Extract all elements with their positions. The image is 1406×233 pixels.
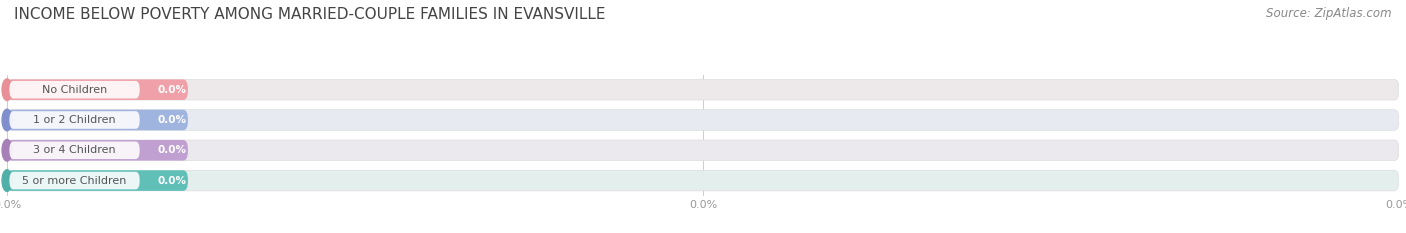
- Text: 1 or 2 Children: 1 or 2 Children: [34, 115, 115, 125]
- Circle shape: [1, 170, 13, 191]
- Text: No Children: No Children: [42, 85, 107, 95]
- FancyBboxPatch shape: [10, 111, 139, 129]
- Circle shape: [1, 109, 13, 131]
- Text: 0.0%: 0.0%: [157, 115, 187, 125]
- Text: 0.0%: 0.0%: [157, 176, 187, 185]
- Circle shape: [1, 140, 13, 161]
- FancyBboxPatch shape: [7, 140, 1399, 161]
- Text: 0.0%: 0.0%: [157, 85, 187, 95]
- Circle shape: [1, 79, 13, 100]
- FancyBboxPatch shape: [7, 79, 1399, 100]
- Text: 5 or more Children: 5 or more Children: [22, 176, 127, 185]
- FancyBboxPatch shape: [10, 81, 139, 99]
- FancyBboxPatch shape: [7, 170, 188, 191]
- FancyBboxPatch shape: [7, 140, 188, 161]
- Text: 0.0%: 0.0%: [157, 145, 187, 155]
- Text: Source: ZipAtlas.com: Source: ZipAtlas.com: [1267, 7, 1392, 20]
- FancyBboxPatch shape: [7, 110, 1399, 130]
- Text: INCOME BELOW POVERTY AMONG MARRIED-COUPLE FAMILIES IN EVANSVILLE: INCOME BELOW POVERTY AMONG MARRIED-COUPL…: [14, 7, 606, 22]
- FancyBboxPatch shape: [7, 170, 1399, 191]
- FancyBboxPatch shape: [10, 172, 139, 189]
- FancyBboxPatch shape: [7, 110, 188, 130]
- Text: 3 or 4 Children: 3 or 4 Children: [34, 145, 115, 155]
- FancyBboxPatch shape: [7, 79, 188, 100]
- FancyBboxPatch shape: [10, 141, 139, 159]
